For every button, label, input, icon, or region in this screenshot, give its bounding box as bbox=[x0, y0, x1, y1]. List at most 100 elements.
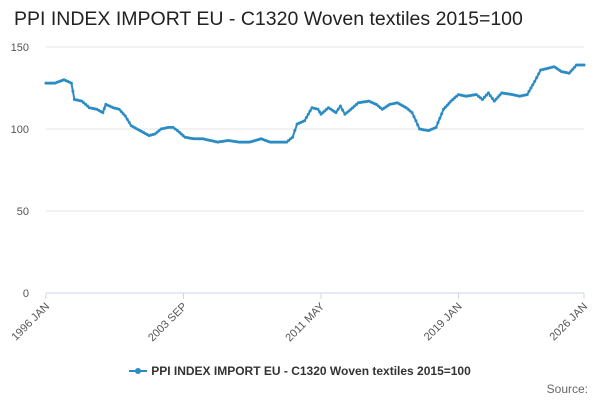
data-point-marker bbox=[345, 111, 349, 115]
data-point-marker bbox=[440, 112, 444, 116]
data-point-marker bbox=[123, 114, 127, 118]
x-axis bbox=[45, 292, 585, 299]
data-point-marker bbox=[69, 81, 73, 85]
legend-series-symbol bbox=[129, 366, 148, 376]
data-point-marker bbox=[303, 119, 306, 123]
data-point-marker bbox=[484, 93, 488, 97]
data-point-marker bbox=[343, 112, 347, 116]
data-point-marker bbox=[527, 89, 531, 93]
data-point-marker bbox=[480, 98, 484, 101]
data-point-marker bbox=[571, 67, 575, 71]
data-point-marker bbox=[316, 107, 320, 111]
data-point-marker bbox=[378, 106, 382, 110]
data-point-marker bbox=[482, 95, 486, 99]
source-credit: Source: bbox=[546, 382, 588, 396]
data-point-marker bbox=[285, 140, 289, 144]
x-tick-label: 2003 SEP bbox=[146, 301, 190, 345]
data-point-marker bbox=[155, 130, 159, 134]
data-point-marker bbox=[442, 107, 445, 111]
data-point-marker bbox=[169, 125, 173, 129]
data-point-marker bbox=[486, 91, 490, 95]
data-point-marker bbox=[525, 93, 529, 97]
data-point-marker bbox=[492, 99, 496, 103]
data-point-marker bbox=[488, 94, 492, 98]
data-point-marker bbox=[289, 137, 293, 141]
data-point-marker bbox=[173, 127, 177, 131]
data-point-marker bbox=[117, 107, 121, 111]
data-point-marker bbox=[157, 129, 161, 133]
data-point-marker bbox=[167, 125, 170, 129]
x-tick-label: 2026 JAN bbox=[547, 301, 590, 344]
y-tick-label: 0 bbox=[23, 288, 29, 300]
grid-lines bbox=[46, 46, 584, 212]
data-point-marker bbox=[474, 93, 478, 97]
data-point-marker bbox=[529, 86, 533, 90]
data-point-marker bbox=[498, 93, 502, 97]
legend[interactable]: PPI INDEX IMPORT EU - C1320 Woven textil… bbox=[0, 364, 600, 378]
data-point-marker bbox=[569, 69, 573, 73]
data-point-marker bbox=[102, 107, 106, 110]
data-point-marker bbox=[416, 123, 420, 127]
data-point-marker bbox=[582, 63, 586, 67]
data-point-marker bbox=[476, 94, 480, 98]
data-point-marker bbox=[404, 106, 408, 110]
y-tick-label: 100 bbox=[11, 124, 29, 136]
data-point-marker bbox=[119, 110, 123, 113]
data-point-marker bbox=[306, 112, 310, 116]
series-line bbox=[46, 64, 584, 144]
data-point-marker bbox=[412, 115, 416, 119]
data-point-marker bbox=[410, 111, 414, 115]
data-point-marker bbox=[376, 104, 380, 108]
data-point-marker bbox=[443, 105, 447, 109]
series-layer bbox=[44, 63, 586, 144]
data-point-marker bbox=[408, 109, 412, 113]
data-point-marker bbox=[573, 65, 577, 69]
legend-marker-swatch bbox=[135, 368, 142, 374]
data-point-marker bbox=[121, 112, 125, 116]
y-axis-labels: 0 50 100 150 bbox=[11, 42, 29, 300]
data-point-marker bbox=[318, 110, 321, 114]
data-point-marker bbox=[291, 135, 295, 139]
data-point-marker bbox=[496, 95, 500, 99]
data-point-marker bbox=[414, 119, 418, 123]
data-point-marker bbox=[531, 83, 535, 87]
data-point-marker bbox=[438, 116, 442, 120]
data-point-marker bbox=[535, 76, 539, 80]
data-point-marker bbox=[308, 109, 312, 113]
y-tick-label: 50 bbox=[17, 206, 29, 218]
series-markers bbox=[44, 63, 586, 144]
data-point-marker bbox=[304, 116, 308, 119]
x-axis-labels: 1996 JAN 2003 SEP 2011 MAY 2019 JAN 2026 JAN bbox=[9, 300, 590, 344]
data-point-marker bbox=[125, 117, 129, 121]
data-point-marker bbox=[287, 139, 291, 142]
data-point-marker bbox=[127, 120, 131, 124]
data-point-marker bbox=[436, 121, 440, 125]
x-tick-label: 2011 MAY bbox=[283, 300, 327, 344]
data-point-marker bbox=[101, 111, 105, 115]
data-point-marker bbox=[334, 111, 338, 115]
data-point-marker bbox=[336, 107, 340, 111]
data-point-marker bbox=[341, 108, 345, 112]
data-point-marker bbox=[567, 71, 571, 75]
x-tick-label: 2019 JAN bbox=[422, 301, 465, 344]
data-point-marker bbox=[478, 96, 482, 100]
y-tick-label: 150 bbox=[11, 42, 29, 54]
data-point-marker bbox=[374, 102, 378, 106]
data-point-marker bbox=[171, 125, 175, 129]
data-point-marker bbox=[537, 72, 541, 76]
data-point-marker bbox=[347, 109, 351, 113]
data-point-marker bbox=[490, 96, 494, 100]
data-point-marker bbox=[447, 101, 451, 105]
data-point-marker bbox=[445, 103, 449, 107]
data-point-marker bbox=[153, 132, 157, 136]
data-point-marker bbox=[293, 129, 297, 133]
data-point-marker bbox=[434, 125, 438, 129]
x-tick-label: 1996 JAN bbox=[9, 301, 52, 344]
data-point-marker bbox=[71, 89, 75, 93]
data-point-marker bbox=[533, 79, 537, 83]
legend-series-label: PPI INDEX IMPORT EU - C1320 Woven textil… bbox=[151, 364, 471, 378]
data-point-marker bbox=[338, 104, 342, 108]
data-point-marker bbox=[494, 97, 498, 101]
chart-title: PPI INDEX IMPORT EU - C1320 Woven textil… bbox=[14, 8, 523, 30]
